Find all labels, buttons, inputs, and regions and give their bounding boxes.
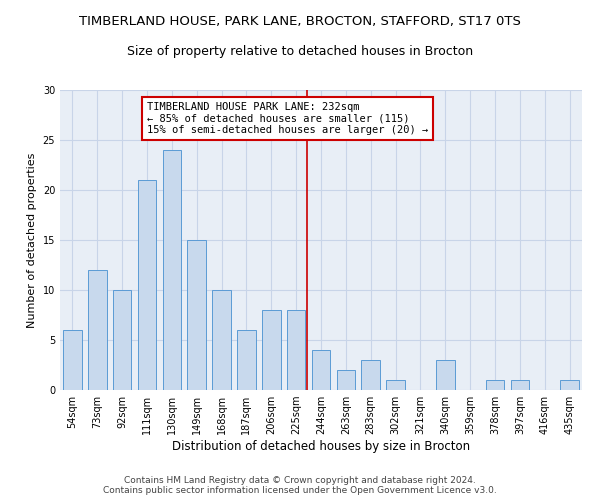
Text: Size of property relative to detached houses in Brocton: Size of property relative to detached ho… [127, 45, 473, 58]
Bar [262, 310, 281, 390]
Bar [212, 290, 231, 390]
Y-axis label: Number of detached properties: Number of detached properties [27, 152, 37, 328]
Bar [361, 360, 380, 390]
Bar [436, 360, 455, 390]
Bar [287, 310, 305, 390]
Bar [511, 380, 529, 390]
Bar [137, 180, 157, 390]
Bar [337, 370, 355, 390]
Bar [163, 150, 181, 390]
Bar [485, 380, 505, 390]
Text: TIMBERLAND HOUSE, PARK LANE, BROCTON, STAFFORD, ST17 0TS: TIMBERLAND HOUSE, PARK LANE, BROCTON, ST… [79, 15, 521, 28]
Bar [311, 350, 331, 390]
Text: Contains HM Land Registry data © Crown copyright and database right 2024.
Contai: Contains HM Land Registry data © Crown c… [103, 476, 497, 495]
Bar [187, 240, 206, 390]
Text: TIMBERLAND HOUSE PARK LANE: 232sqm
← 85% of detached houses are smaller (115)
15: TIMBERLAND HOUSE PARK LANE: 232sqm ← 85%… [147, 102, 428, 135]
Bar [63, 330, 82, 390]
Bar [386, 380, 405, 390]
X-axis label: Distribution of detached houses by size in Brocton: Distribution of detached houses by size … [172, 440, 470, 453]
Bar [88, 270, 107, 390]
Bar [237, 330, 256, 390]
Bar [560, 380, 579, 390]
Bar [113, 290, 131, 390]
